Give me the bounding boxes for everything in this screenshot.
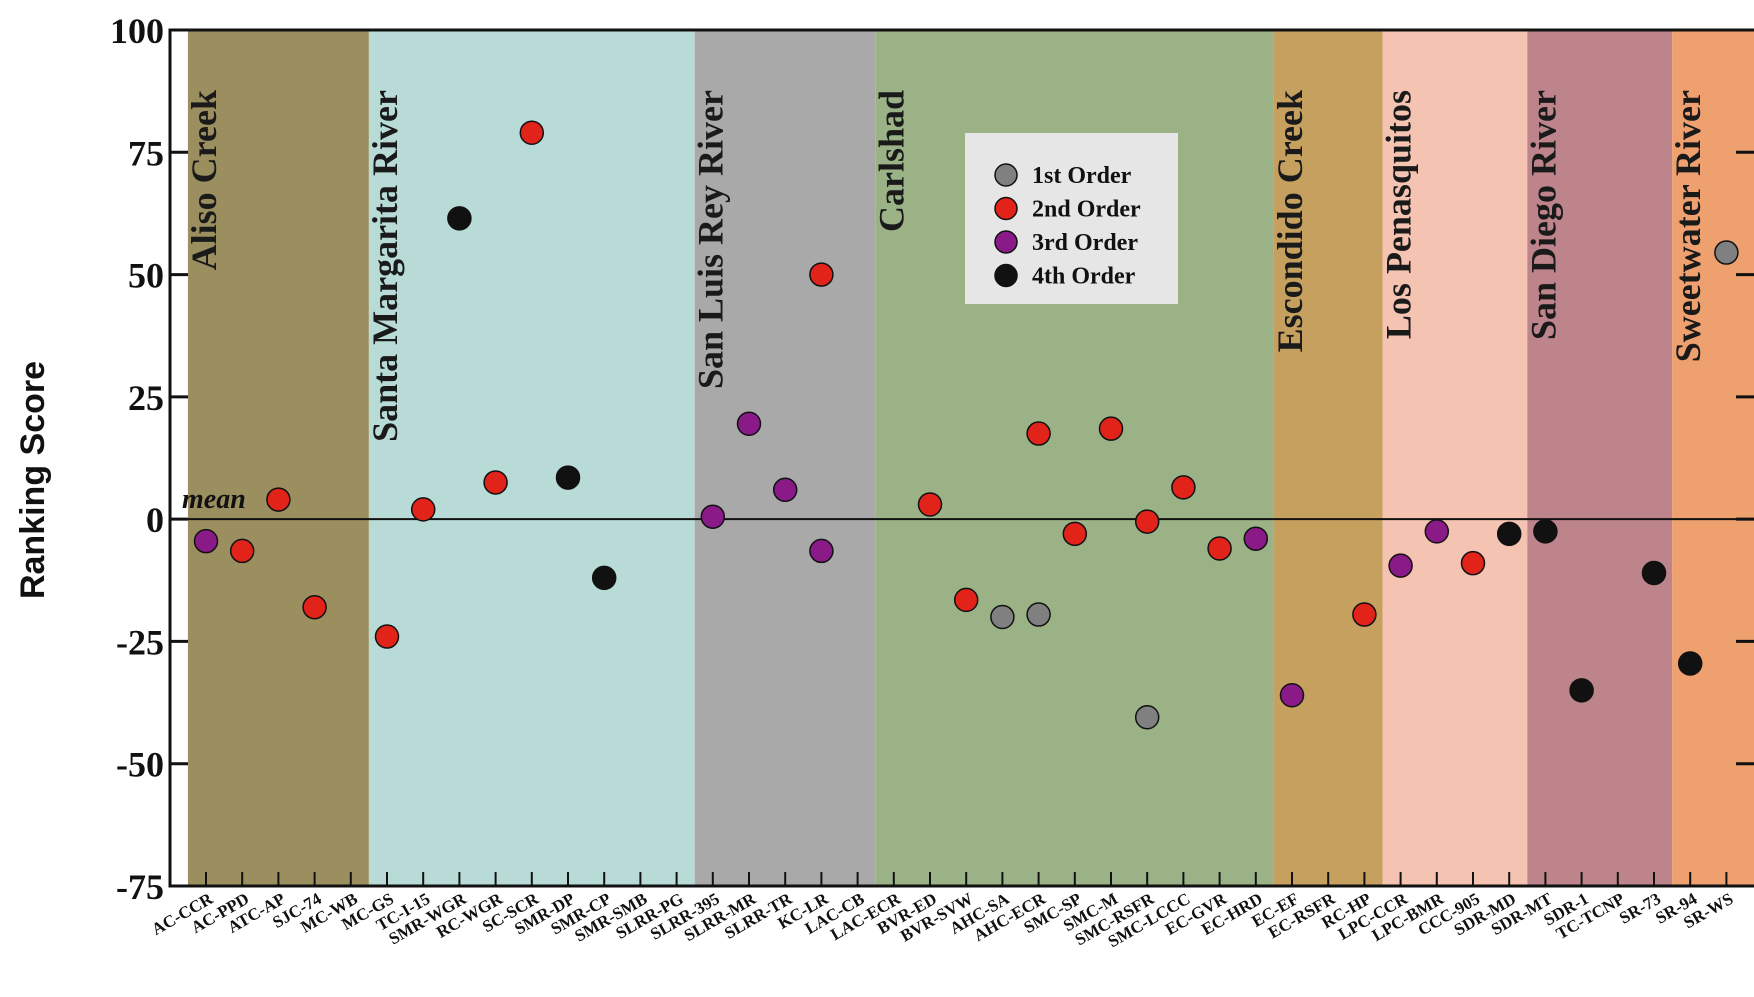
region-band <box>1382 30 1528 886</box>
data-point <box>591 565 617 591</box>
region-label: San Diego River <box>1523 90 1563 340</box>
legend-marker <box>994 163 1018 187</box>
region-label: Carlshad <box>872 90 912 232</box>
data-point <box>917 492 943 517</box>
y-tick-label: 0 <box>146 500 164 540</box>
region-band <box>1672 30 1754 886</box>
data-point <box>1207 536 1232 561</box>
region-label: Santa Margarita River <box>365 90 405 442</box>
data-point <box>1677 651 1703 676</box>
data-point <box>555 465 581 490</box>
data-point <box>1134 704 1160 730</box>
data-point <box>483 470 508 495</box>
site-labels: AC-CCRAC-PPDATC-APSJC-74MC-WBMC-GSTC-I-1… <box>148 889 1736 952</box>
data-point <box>1098 416 1124 441</box>
y-tick-label: 50 <box>128 256 164 296</box>
region-labels: Aliso Creek Santa Margarita River San Luis… <box>184 90 1708 442</box>
data-point <box>1352 602 1377 627</box>
region-label: San Luis Rey River <box>691 90 731 389</box>
data-point <box>1569 678 1594 703</box>
plot-frame <box>168 28 1754 888</box>
axes: 100 75 50 25 0 -25 -50 -75 <box>110 11 1754 907</box>
data-point <box>302 594 327 620</box>
data-point <box>1026 421 1051 446</box>
data-point <box>447 206 472 231</box>
data-point <box>736 411 762 437</box>
data-point <box>1460 550 1486 576</box>
data-point <box>1171 475 1196 500</box>
data-point <box>1533 519 1558 544</box>
data-point <box>374 624 400 649</box>
region-label: Los Penasquitos <box>1379 90 1419 339</box>
data-point <box>809 538 834 564</box>
y-tick-label: 25 <box>128 378 164 418</box>
data-point <box>193 528 219 554</box>
data-point <box>1026 602 1051 627</box>
region-band <box>694 30 876 886</box>
data-point <box>1496 521 1522 547</box>
data-point <box>410 497 436 522</box>
data-point <box>519 120 545 145</box>
legend-label: 1st Order <box>1032 163 1132 189</box>
data-point <box>1714 240 1739 265</box>
region-label: Aliso Creek <box>184 90 224 270</box>
data-point <box>1279 682 1305 708</box>
data-point <box>229 538 255 564</box>
legend-label: 3rd Order <box>1032 230 1138 256</box>
legend-label: 4th Order <box>1032 264 1136 290</box>
y-tick-label: 100 <box>110 11 164 51</box>
legend: 1st Order 2nd Order 3rd Order 4th Order <box>965 133 1178 304</box>
y-tick-label: -75 <box>116 867 164 907</box>
data-point <box>1424 519 1450 544</box>
region-label: Escondido Creek <box>1270 90 1310 352</box>
data-point <box>1641 560 1667 586</box>
data-point <box>809 262 834 287</box>
data-point <box>1388 553 1413 578</box>
region-band <box>1273 30 1383 886</box>
legend-marker <box>994 263 1018 288</box>
y-tick-label: 75 <box>128 133 164 173</box>
y-tick-label: -50 <box>116 745 164 785</box>
data-point <box>772 477 798 503</box>
y-axis-label: Ranking Score <box>14 361 52 599</box>
data-point <box>266 487 291 512</box>
region-band <box>187 30 369 886</box>
data-points <box>193 120 1739 730</box>
data-point <box>953 587 979 613</box>
legend-label: 2nd Order <box>1032 197 1141 223</box>
data-point <box>990 604 1015 630</box>
data-point <box>1243 526 1269 551</box>
y-tick-label: -25 <box>116 622 164 662</box>
region-label: Sweetwater River <box>1668 90 1708 362</box>
data-point <box>1062 521 1088 547</box>
legend-marker <box>994 196 1018 221</box>
legend-marker <box>994 230 1018 254</box>
data-point <box>700 504 726 529</box>
region-band <box>368 30 695 886</box>
region-band <box>1527 30 1673 886</box>
data-point <box>1134 509 1160 534</box>
mean-label: mean <box>182 484 246 515</box>
